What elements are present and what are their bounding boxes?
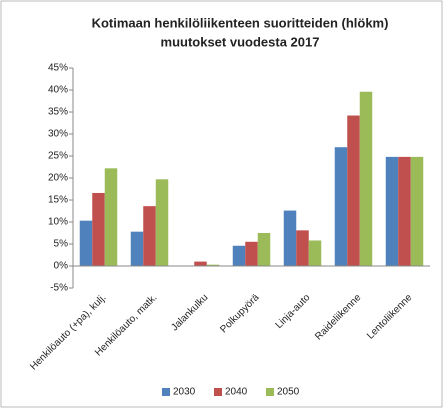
bar xyxy=(347,115,360,267)
bar xyxy=(92,192,105,266)
bar xyxy=(232,245,246,266)
y-tick-label: 20% xyxy=(48,173,68,184)
bar xyxy=(257,233,271,266)
bar xyxy=(155,179,169,266)
bar xyxy=(296,230,309,266)
bar xyxy=(398,156,411,266)
y-tick-label: 45% xyxy=(48,63,68,74)
bar xyxy=(334,147,348,266)
bar xyxy=(245,241,258,266)
bar xyxy=(104,168,118,266)
y-tick-label: 5% xyxy=(54,239,69,250)
legend-swatch xyxy=(266,388,274,396)
bar xyxy=(206,264,220,266)
chart-title: muutokset vuodesta 2017 xyxy=(161,34,320,49)
bar xyxy=(143,206,156,266)
chart-title: Kotimaan henkilöliikenteen suoritteiden … xyxy=(92,15,389,30)
y-tick-label: 25% xyxy=(48,151,68,162)
bar xyxy=(130,231,144,266)
y-tick-label: 15% xyxy=(48,195,68,206)
y-tick-label: 40% xyxy=(48,85,68,96)
y-tick-label: 0% xyxy=(54,261,69,272)
legend-label: 2050 xyxy=(277,387,300,398)
bar xyxy=(283,210,297,266)
legend-label: 2030 xyxy=(173,387,196,398)
y-tick-label: 35% xyxy=(48,107,68,118)
y-tick-label: 30% xyxy=(48,129,68,140)
bar xyxy=(410,156,424,266)
legend-label: 2040 xyxy=(225,387,248,398)
y-tick-label: -5% xyxy=(50,283,68,294)
bar xyxy=(194,261,207,266)
bar xyxy=(385,156,399,266)
bar xyxy=(359,91,373,266)
y-tick-label: 10% xyxy=(48,217,68,228)
bar xyxy=(79,220,93,266)
bar xyxy=(308,240,322,266)
legend-swatch xyxy=(214,388,222,396)
legend-swatch xyxy=(162,388,170,396)
